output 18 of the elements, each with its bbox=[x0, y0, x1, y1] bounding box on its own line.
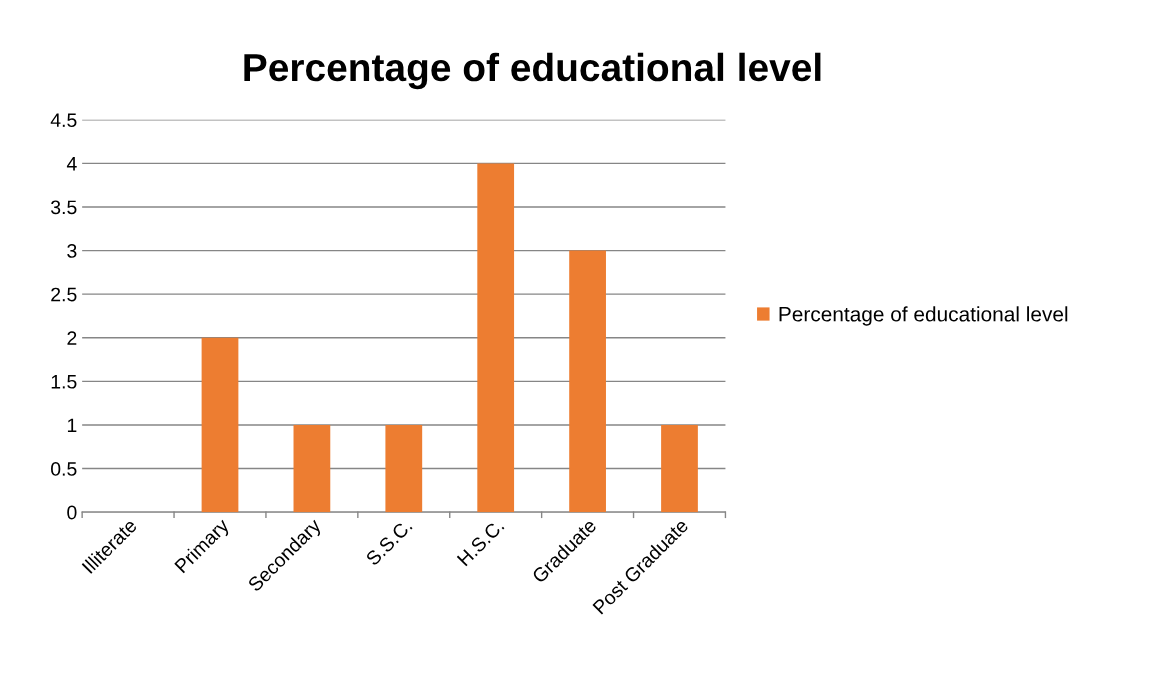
y-tick-label: 3 bbox=[67, 244, 77, 258]
y-tick-label: 3.5 bbox=[51, 200, 77, 215]
bar bbox=[569, 250, 606, 513]
bar bbox=[661, 424, 698, 513]
y-tick-label: 0.5 bbox=[51, 462, 77, 476]
bar bbox=[385, 424, 423, 513]
y-tick-label: 0 bbox=[67, 505, 77, 520]
y-tick-label: 1.5 bbox=[51, 375, 77, 389]
y-tick-label: 2.5 bbox=[51, 287, 77, 302]
chart-title: Percentage of educational level bbox=[244, 52, 821, 90]
y-tick-label: 4 bbox=[66, 157, 77, 171]
bar bbox=[201, 337, 239, 513]
y-tick-label: 1 bbox=[67, 418, 77, 433]
legend-label: Percentage of educational level bbox=[779, 306, 1068, 326]
y-tick-label: 2 bbox=[67, 331, 77, 345]
y-tick-label: 4.5 bbox=[50, 113, 77, 128]
bar bbox=[477, 163, 515, 513]
bar bbox=[293, 424, 331, 513]
